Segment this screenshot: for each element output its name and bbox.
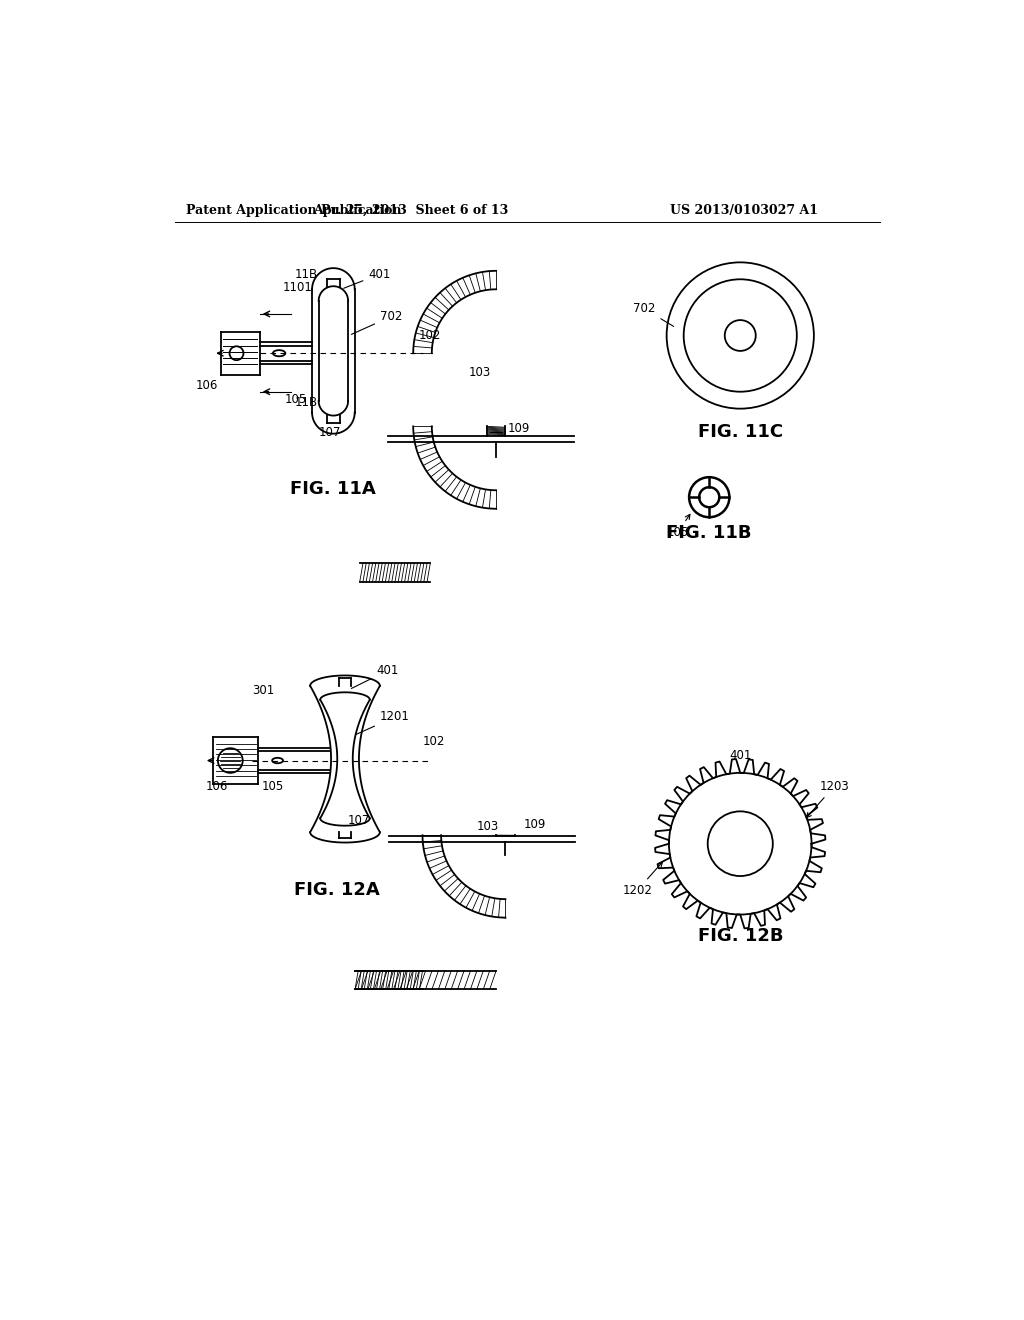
Text: Patent Application Publication: Patent Application Publication bbox=[186, 205, 401, 218]
Text: 107: 107 bbox=[347, 814, 370, 828]
Text: US 2013/0103027 A1: US 2013/0103027 A1 bbox=[671, 205, 818, 218]
Text: 401: 401 bbox=[729, 748, 752, 762]
Text: 702: 702 bbox=[351, 310, 402, 334]
Text: 1203: 1203 bbox=[807, 780, 849, 817]
Text: 103: 103 bbox=[477, 820, 499, 833]
Text: 1202: 1202 bbox=[623, 862, 663, 896]
Text: 107: 107 bbox=[319, 425, 341, 438]
Text: 106: 106 bbox=[196, 379, 218, 392]
Text: Apr. 25, 2013  Sheet 6 of 13: Apr. 25, 2013 Sheet 6 of 13 bbox=[313, 205, 509, 218]
Text: 11B: 11B bbox=[295, 268, 317, 281]
Text: 105: 105 bbox=[261, 780, 284, 793]
Text: 301: 301 bbox=[252, 684, 274, 697]
Text: 105: 105 bbox=[667, 515, 690, 539]
Text: 401: 401 bbox=[344, 268, 390, 288]
Text: 702: 702 bbox=[633, 302, 674, 326]
Text: 1101: 1101 bbox=[283, 281, 313, 294]
Text: 102: 102 bbox=[419, 330, 441, 342]
Text: FIG. 12B: FIG. 12B bbox=[697, 927, 783, 945]
Text: FIG. 11C: FIG. 11C bbox=[697, 422, 782, 441]
Text: 401: 401 bbox=[351, 664, 398, 689]
Text: 102: 102 bbox=[423, 735, 444, 748]
Text: 1201: 1201 bbox=[355, 710, 410, 735]
Text: 103: 103 bbox=[469, 367, 492, 379]
Text: FIG. 12A: FIG. 12A bbox=[294, 880, 380, 899]
Text: FIG. 11B: FIG. 11B bbox=[667, 524, 752, 543]
Text: 109: 109 bbox=[508, 422, 530, 434]
Text: 105: 105 bbox=[285, 393, 307, 407]
Text: FIG. 11A: FIG. 11A bbox=[291, 480, 376, 499]
Text: 11B: 11B bbox=[295, 396, 317, 409]
Text: 109: 109 bbox=[523, 818, 546, 832]
Text: 106: 106 bbox=[206, 780, 228, 793]
